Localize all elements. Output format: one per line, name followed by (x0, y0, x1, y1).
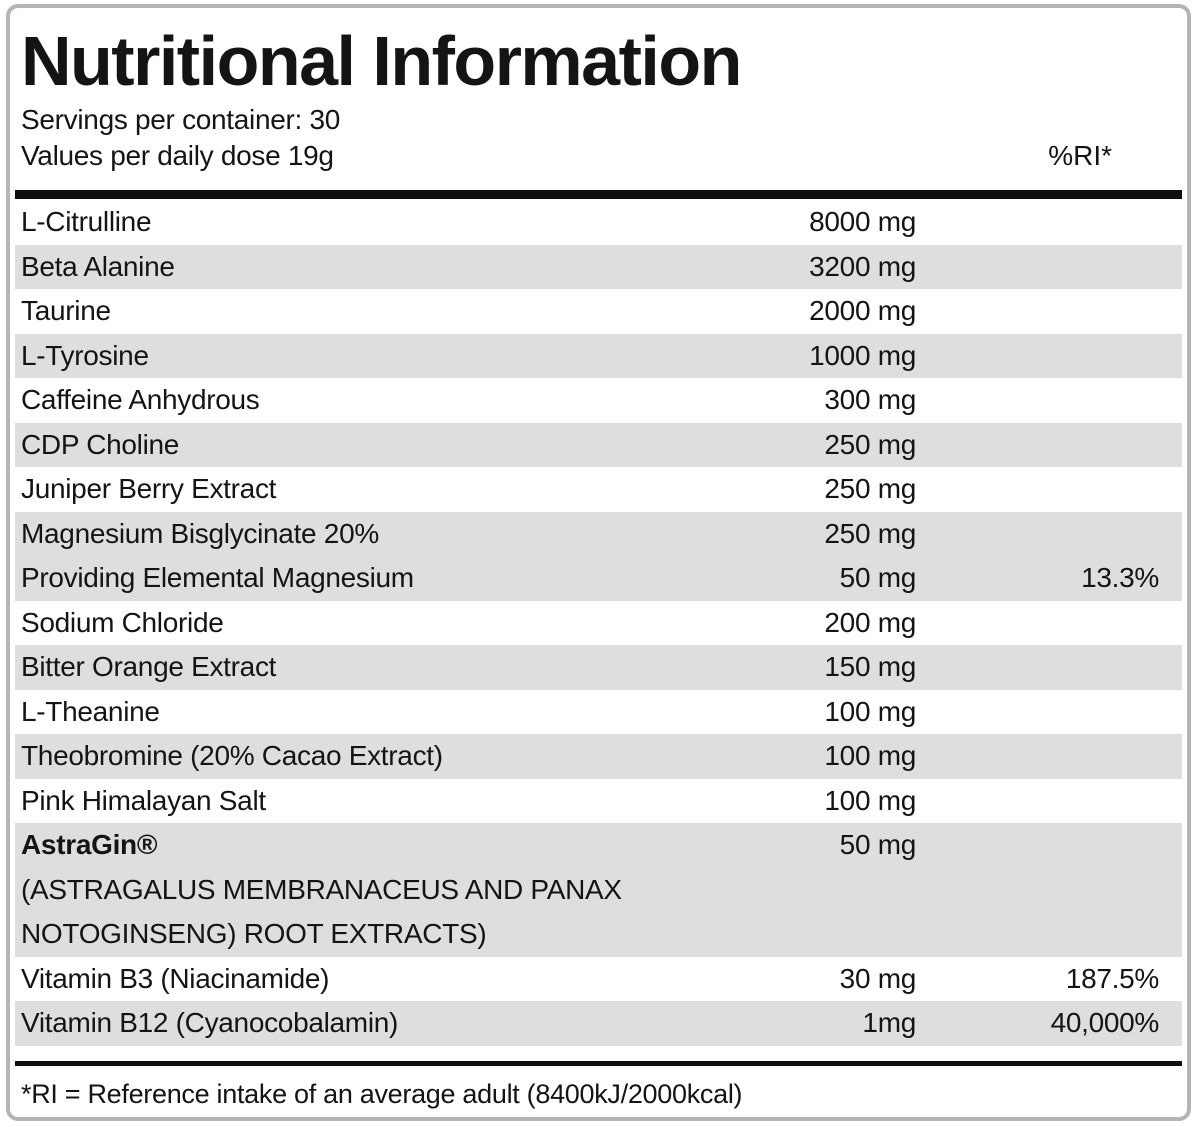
ingredient-sub-label: (ASTRAGALUS MEMBRANACEUS AND PANAX (21, 873, 622, 905)
table-row: Juniper Berry Extract 250 mg (15, 467, 1182, 512)
ingredient-label: Vitamin B12 (Cyanocobalamin) (21, 1007, 399, 1039)
table-row: Theobromine (20% Cacao Extract) 100 mg (15, 734, 1182, 779)
amount-value: 300 mg (824, 384, 916, 416)
ingredient-label: Taurine (21, 295, 111, 327)
table-row: CDP Choline 250 mg (15, 422, 1182, 467)
amount-value: 8000 mg (809, 206, 916, 238)
amount-value: 1mg (862, 1007, 916, 1039)
amount-value: 2000 mg (809, 295, 916, 327)
amount-value: 1000 mg (809, 339, 916, 371)
ingredient-label: Magnesium Bisglycinate 20% (21, 517, 379, 549)
ingredient-sub-label: NOTOGINSENG) ROOT EXTRACTS) (21, 918, 487, 950)
ingredient-label: Theobromine (20% Cacao Extract) (21, 740, 443, 772)
table-row: Providing Elemental Magnesium 50 mg 13.3% (15, 556, 1182, 601)
ingredient-label: Providing Elemental Magnesium (21, 562, 414, 594)
ingredient-label: Pink Himalayan Salt (21, 784, 266, 816)
ingredient-label: L-Theanine (21, 695, 160, 727)
page-title: Nutritional Information (21, 22, 742, 100)
table-row: AstraGin® 50 mg (15, 823, 1182, 868)
ri-value: 187.5% (1065, 962, 1159, 994)
amount-value: 50 mg (839, 829, 917, 861)
ingredient-label: Juniper Berry Extract (21, 473, 277, 505)
ingredient-label: Bitter Orange Extract (21, 651, 277, 683)
servings-line: Servings per container: 30 (21, 104, 341, 135)
amount-value: 200 mg (824, 606, 916, 638)
ri-column-header: %RI* (1048, 140, 1112, 171)
table-row: Beta Alanine 3200 mg (15, 244, 1182, 289)
ingredient-table: L-Citrulline 8000 mg Beta Alanine 3200 mg Ta… (15, 200, 1182, 1046)
ingredient-label: Caffeine Anhydrous (21, 384, 260, 416)
table-row-continuation: NOTOGINSENG) ROOT EXTRACTS) (15, 912, 1182, 957)
table-row: L-Theanine 100 mg (15, 690, 1182, 735)
amount-value: 250 mg (824, 428, 916, 460)
ingredient-label: Vitamin B3 (Niacinamide) (21, 962, 330, 994)
ri-value: 13.3% (1081, 562, 1159, 594)
values-line: Values per daily dose 19g (21, 140, 334, 171)
amount-value: 250 mg (824, 473, 916, 505)
table-row: Taurine 2000 mg (15, 289, 1182, 334)
table-row: Vitamin B12 (Cyanocobalamin) 1mg 40,000% (15, 1001, 1182, 1046)
table-row-continuation: (ASTRAGALUS MEMBRANACEUS AND PANAX (15, 867, 1182, 912)
amount-value: 50 mg (839, 562, 917, 594)
table-row: Bitter Orange Extract 150 mg (15, 645, 1182, 690)
footer-divider (15, 1060, 1182, 1066)
nutrition-label-card: Nutritional Information Servings per con… (6, 4, 1191, 1121)
table-row: L-Tyrosine 1000 mg (15, 333, 1182, 378)
amount-value: 3200 mg (809, 250, 916, 282)
table-row: L-Citrulline 8000 mg (15, 200, 1182, 245)
ingredient-label: AstraGin® (21, 829, 158, 861)
amount-value: 30 mg (839, 962, 917, 994)
reference-intake-note: *RI = Reference intake of an average adu… (21, 1078, 743, 1109)
amount-value: 150 mg (824, 651, 916, 683)
amount-value: 100 mg (824, 740, 916, 772)
table-row: Magnesium Bisglycinate 20% 250 mg (15, 511, 1182, 556)
table-row: Caffeine Anhydrous 300 mg (15, 378, 1182, 423)
ingredient-label: Beta Alanine (21, 250, 175, 282)
ri-value: 40,000% (1050, 1007, 1160, 1039)
amount-value: 100 mg (824, 695, 916, 727)
amount-value: 100 mg (824, 784, 916, 816)
table-row: Sodium Chloride 200 mg (15, 601, 1182, 646)
ingredient-label: L-Tyrosine (21, 339, 149, 371)
table-row: Pink Himalayan Salt 100 mg (15, 779, 1182, 824)
ingredient-label: L-Citrulline (21, 206, 152, 238)
table-row: Vitamin B3 (Niacinamide) 30 mg 187.5% (15, 957, 1182, 1002)
header-divider (15, 190, 1182, 199)
ingredient-label: Sodium Chloride (21, 606, 224, 638)
ingredient-label: CDP Choline (21, 428, 180, 460)
amount-value: 250 mg (824, 517, 916, 549)
